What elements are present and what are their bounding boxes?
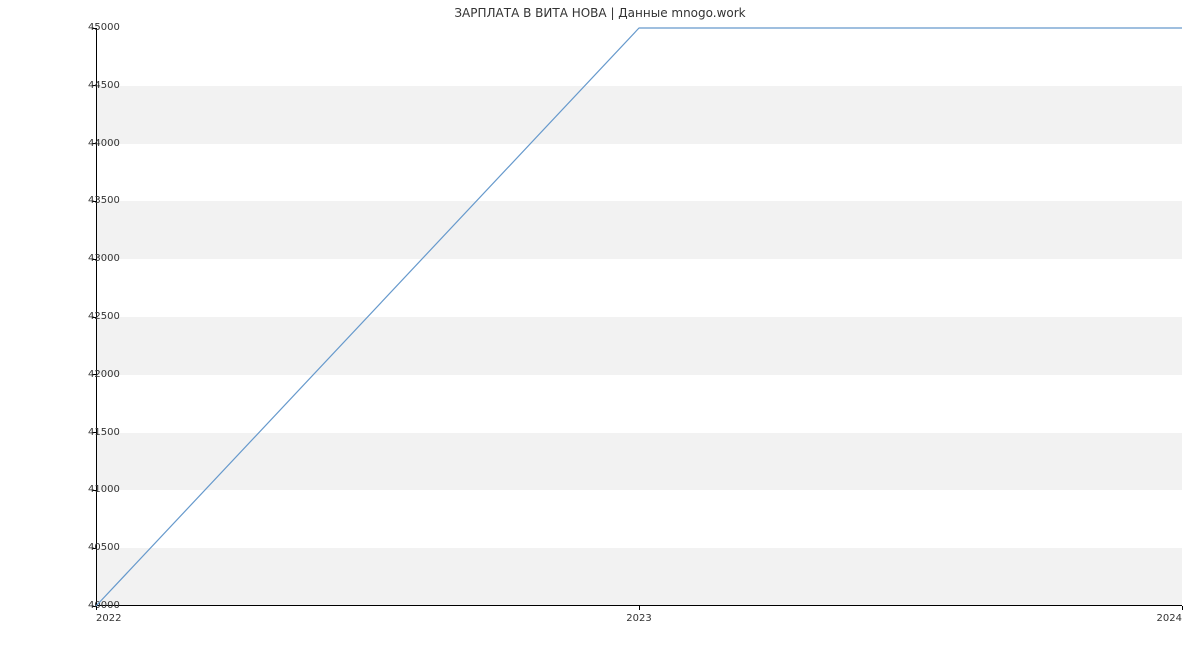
x-tick xyxy=(639,606,640,610)
plot-area: 4000040500410004150042000425004300043500… xyxy=(96,28,1182,606)
x-tick-label: 2022 xyxy=(96,613,121,624)
salary-chart: ЗАРПЛАТА В ВИТА НОВА | Данные mnogo.work… xyxy=(0,0,1200,650)
x-tick xyxy=(96,606,97,610)
x-tick xyxy=(1182,606,1183,610)
data-line xyxy=(96,28,1182,606)
chart-title: ЗАРПЛАТА В ВИТА НОВА | Данные mnogo.work xyxy=(0,6,1200,20)
x-tick-label: 2023 xyxy=(626,613,651,624)
x-tick-label: 2024 xyxy=(1157,613,1182,624)
